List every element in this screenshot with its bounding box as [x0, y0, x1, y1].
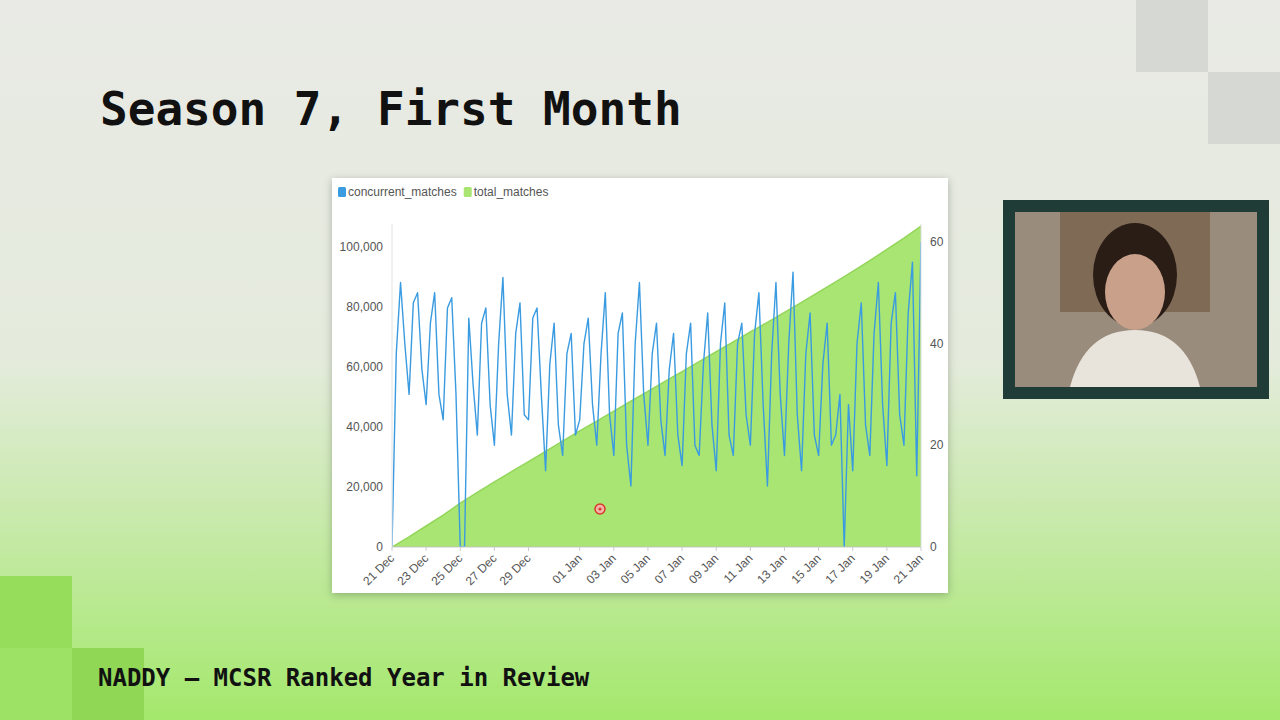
x-tick-label: 07 Jan [652, 551, 687, 586]
y2-tick-label: 20 [930, 438, 944, 452]
x-tick-mark [460, 547, 461, 551]
x-tick-label: 05 Jan [618, 551, 653, 586]
x-tick-mark [528, 547, 529, 551]
x-tick-label: 23 Dec [394, 551, 431, 588]
y2-tick-label: 60 [930, 235, 944, 249]
legend-swatch [464, 187, 472, 197]
webcam-person [1070, 330, 1200, 387]
x-tick-label: 21 Jan [891, 551, 926, 586]
x-tick-mark [392, 547, 393, 551]
background [0, 0, 1280, 720]
x-tick-mark [613, 547, 614, 551]
x-tick-label: 11 Jan [721, 551, 756, 586]
x-tick-label: 17 Jan [822, 551, 857, 586]
x-tick-mark [921, 547, 922, 551]
x-tick-mark [818, 547, 819, 551]
webcam-frame [1003, 200, 1269, 399]
line-series [392, 242, 921, 547]
slide-title: Season 7, First Month [100, 82, 682, 136]
x-tick-label: 25 Dec [429, 551, 466, 588]
y-tick-label: 0 [376, 540, 383, 554]
legend-swatch [338, 187, 346, 197]
plot-area [392, 226, 921, 547]
deco-square [0, 576, 72, 648]
x-axis-line [392, 547, 921, 548]
x-tick-label: 13 Jan [754, 551, 789, 586]
deco-square [1208, 72, 1280, 144]
y2-tick-label: 40 [930, 337, 944, 351]
deco-square [1136, 0, 1208, 72]
deco-square [0, 648, 72, 720]
slide: Season 7, First Month NADDY — MCSR Ranked… [0, 0, 1280, 720]
x-tick-mark [716, 547, 717, 551]
x-tick-mark [579, 547, 580, 551]
x-tick-mark [852, 547, 853, 551]
webcam-image [1015, 212, 1257, 387]
area-series [392, 226, 921, 547]
x-tick-label: 21 Dec [360, 551, 397, 588]
legend-label: total_matches [474, 185, 549, 199]
footer: NADDY — MCSR Ranked Year in Review [98, 664, 590, 692]
x-tick-mark [426, 547, 427, 551]
x-tick-label: 19 Jan [857, 551, 892, 586]
cursor [595, 504, 605, 514]
cursor [598, 507, 601, 510]
chart-panel [332, 178, 948, 593]
x-tick-label: 01 Jan [549, 551, 584, 586]
y2-axis-line [921, 224, 922, 547]
y-axis-line [392, 224, 393, 547]
x-tick-mark [494, 547, 495, 551]
x-tick-label: 29 Dec [497, 551, 534, 588]
x-tick-mark [886, 547, 887, 551]
x-tick-mark [750, 547, 751, 551]
x-tick-label: 03 Jan [584, 551, 619, 586]
x-tick-mark [682, 547, 683, 551]
webcam-person [1105, 254, 1165, 330]
x-tick-mark [784, 547, 785, 551]
x-tick-mark [647, 547, 648, 551]
y-tick-label: 100,000 [340, 240, 384, 254]
y-tick-label: 40,000 [346, 420, 383, 434]
y-tick-label: 60,000 [346, 360, 383, 374]
y2-tick-label: 0 [930, 540, 937, 554]
x-tick-label: 27 Dec [463, 551, 500, 588]
legend-label: concurrent_matches [348, 185, 457, 199]
y-tick-label: 20,000 [346, 480, 383, 494]
y-tick-label: 80,000 [346, 300, 383, 314]
x-tick-label: 09 Jan [686, 551, 721, 586]
x-tick-label: 15 Jan [788, 551, 823, 586]
